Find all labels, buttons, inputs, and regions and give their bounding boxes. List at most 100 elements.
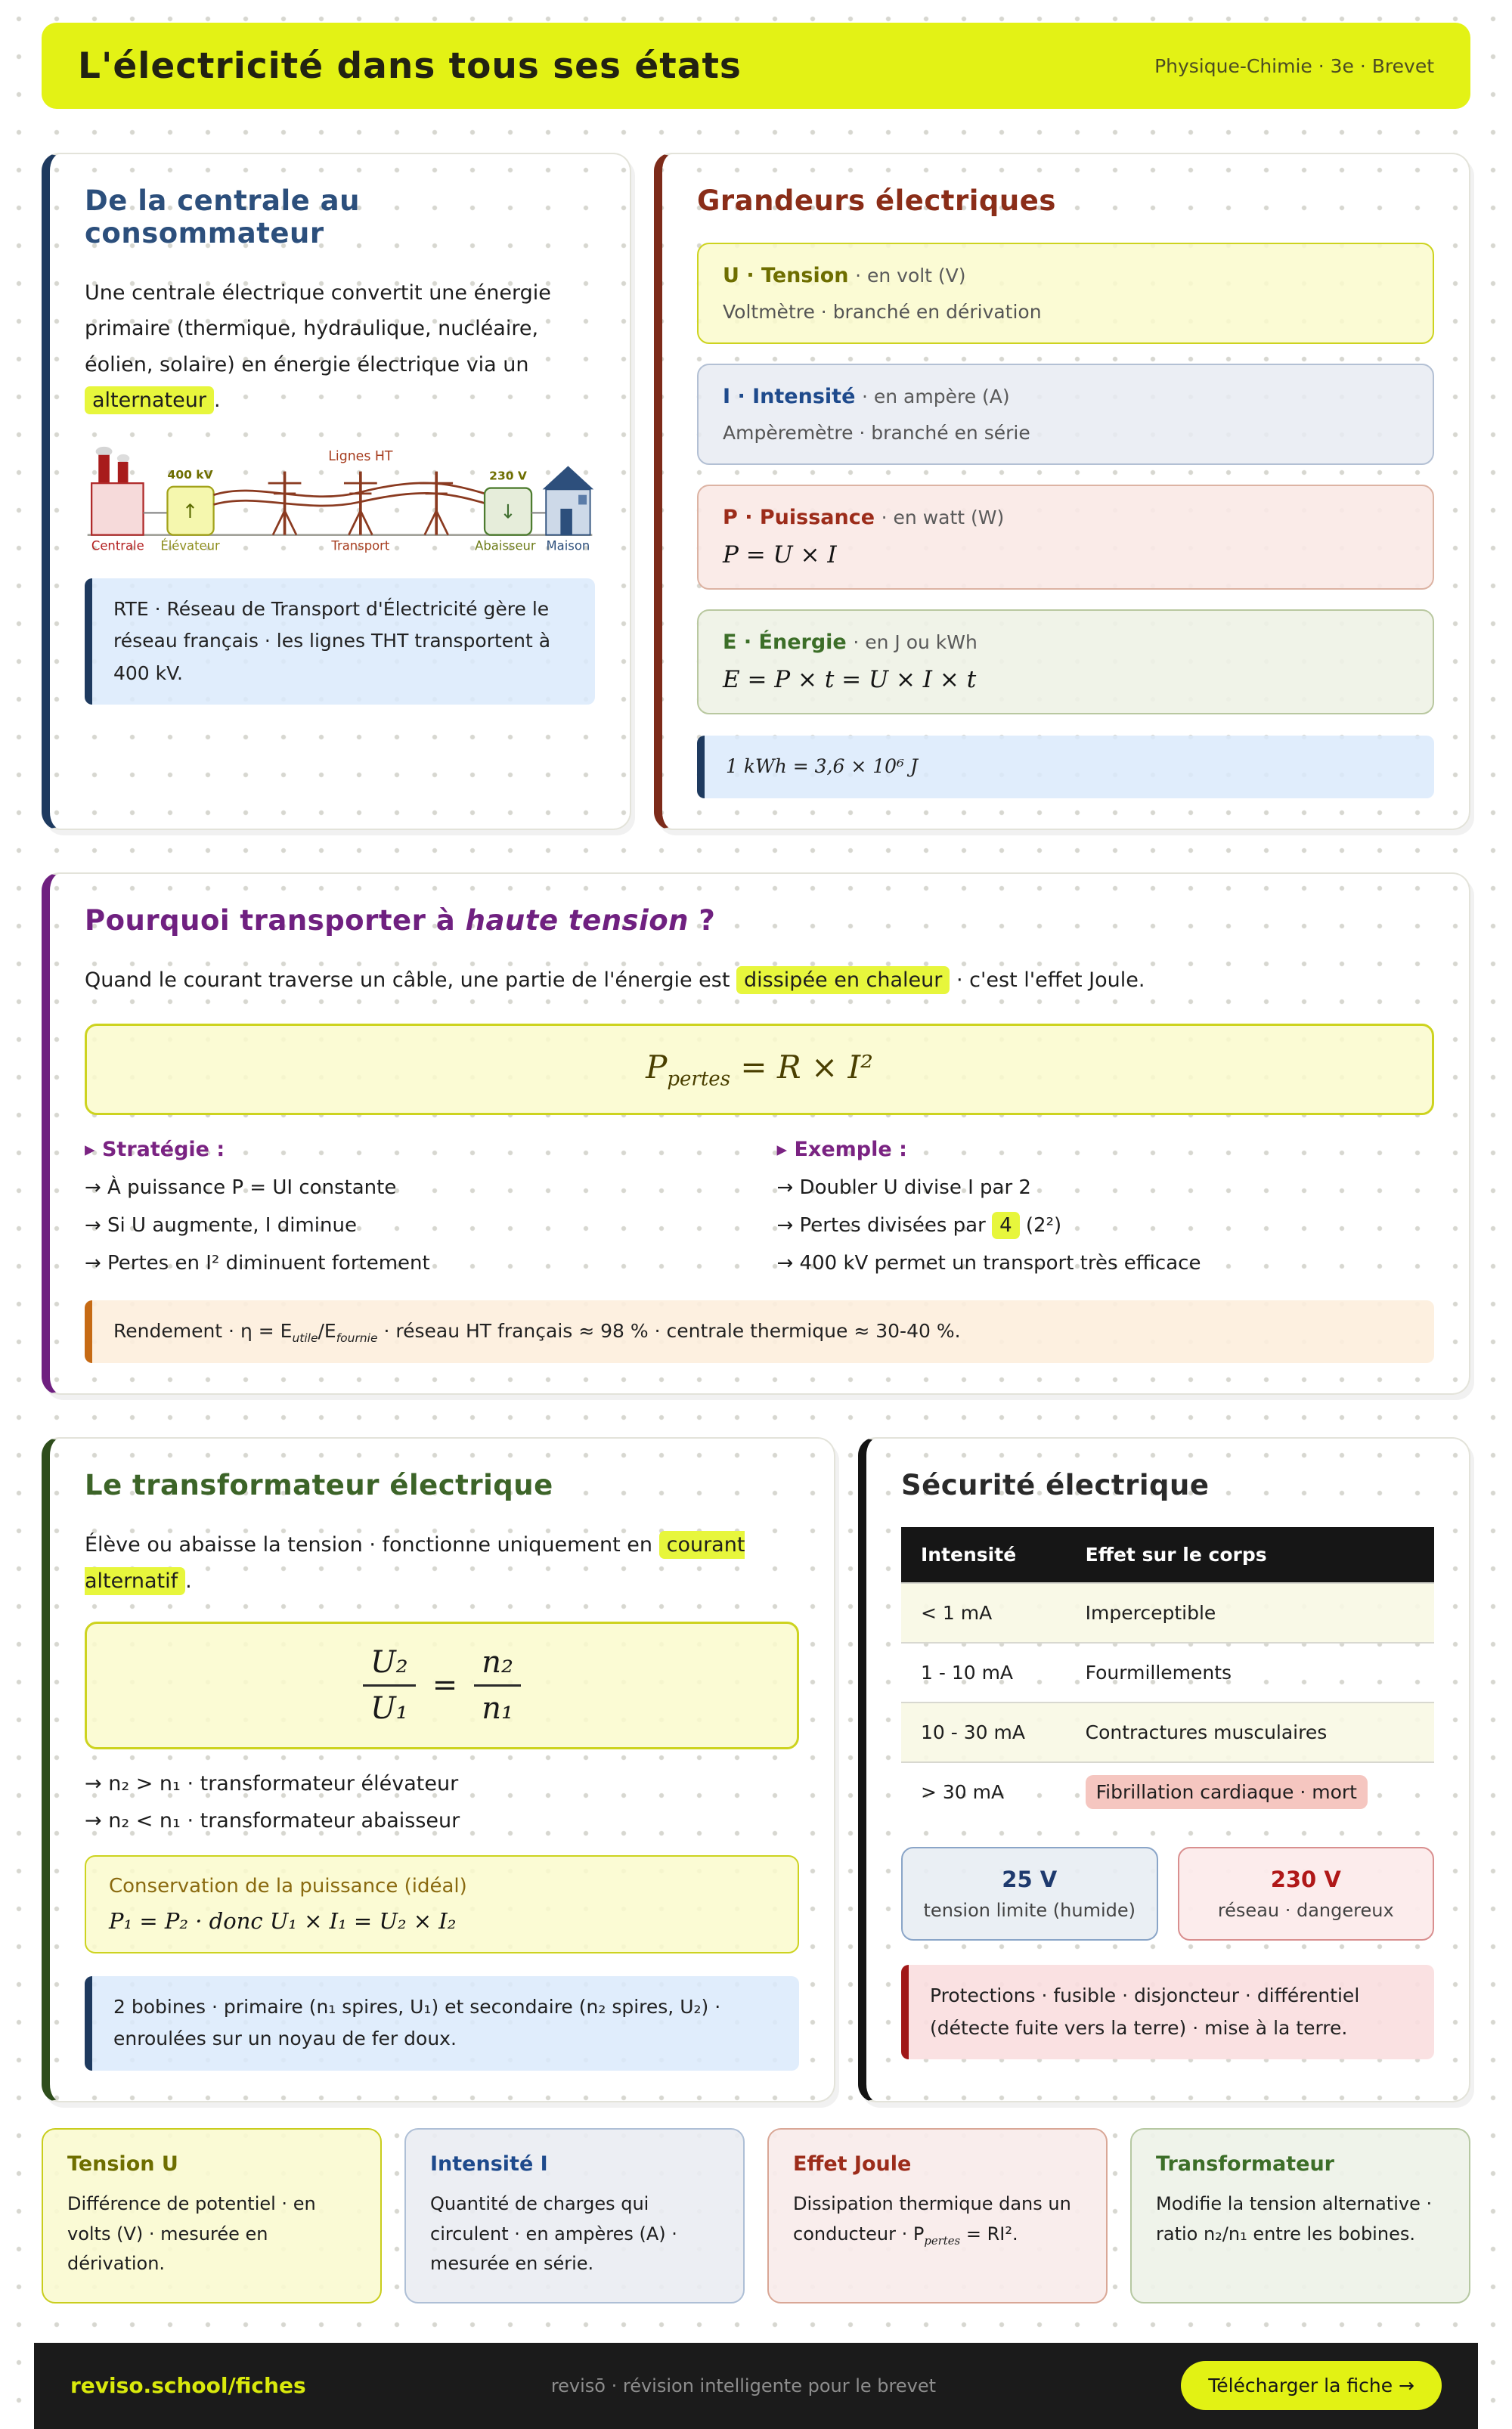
- label-maison: Maison: [547, 539, 590, 553]
- volt-danger-value: 230 V: [1270, 1867, 1341, 1893]
- card-securite: Sécurité électrique Intensité Effet sur …: [858, 1437, 1470, 2102]
- bobines-note: 2 bobines · primaire (n₁ spires, U₁) et …: [85, 1975, 799, 2071]
- strategie-label: ▸ Stratégie :: [85, 1138, 225, 1162]
- pylon-icons: [268, 471, 454, 536]
- strategie-column: ▸ Stratégie : → À puissance P = UI const…: [85, 1138, 742, 1275]
- volt-danger-box: 230 V réseau · dangereux: [1177, 1847, 1434, 1941]
- intensite-box-head: I · Intensité · en ampère (A): [723, 385, 1010, 408]
- row-top: De la centrale au consommateur Une centr…: [42, 153, 1470, 830]
- footer-bar: reviso.school/fiches revisō · révision i…: [34, 2342, 1478, 2429]
- energie-box: E · Énergie · en J ou kWh E = P × t = U …: [697, 609, 1434, 714]
- table-row: 10 - 30 mA Contractures musculaires: [901, 1702, 1434, 1763]
- intensite-box: I · Intensité · en ampère (A) Ampèremètr…: [697, 364, 1434, 465]
- power-plant-icon: [91, 446, 144, 536]
- card-haute-tension: Pourquoi transporter à haute tension ? Q…: [42, 872, 1470, 1396]
- label-lignes-ht: Lignes HT: [328, 449, 393, 464]
- rule-elevateur: → n₂ > n₁ · transformateur élévateur: [85, 1771, 459, 1795]
- label-centrale: Centrale: [91, 539, 144, 553]
- download-sheet-button[interactable]: Télécharger la fiche →: [1181, 2361, 1442, 2411]
- summary-card-transformateur: Transformateur Modifie la tension altern…: [1130, 2127, 1470, 2304]
- volt-limit-box: 25 V tension limite (humide): [901, 1847, 1158, 1941]
- table-header-row: Intensité Effet sur le corps: [901, 1527, 1434, 1584]
- summary-transformateur-text: Modifie la tension alternative · ratio n…: [1156, 2192, 1433, 2245]
- table-row: < 1 mA Imperceptible: [901, 1582, 1434, 1644]
- summary-joule-text: Dissipation thermique dans un conducteur…: [793, 2192, 1071, 2248]
- summary-tension-title: Tension U: [67, 2152, 178, 2176]
- label-transport: Transport: [330, 539, 390, 553]
- voltage-boxes: 25 V tension limite (humide) 230 V résea…: [901, 1847, 1434, 1941]
- protections-note: Protections · fusible · disjoncteur · di…: [901, 1965, 1434, 2060]
- protections-note-text: Protections · fusible · disjoncteur · di…: [930, 1984, 1360, 2039]
- intensity-effects-table: Intensité Effet sur le corps < 1 mA Impe…: [901, 1527, 1434, 1822]
- highlight-dissipee: dissipée en chaleur: [736, 965, 950, 994]
- summary-card-tension: Tension U Différence de potentiel · en v…: [42, 2127, 382, 2304]
- kwh-note: 1 kWh = 3,6 × 10⁶ J: [697, 736, 1434, 798]
- tension-box: U · Tension · en volt (V) Voltmètre · br…: [697, 243, 1434, 344]
- label-abaisseur: Abaisseur: [475, 539, 536, 553]
- centrale-intro-pre: Une centrale électrique convertit une én…: [85, 281, 551, 376]
- card-centrale: De la centrale au consommateur Une centr…: [42, 153, 631, 830]
- exemple-item: → Doubler U divise I par 2: [776, 1176, 1031, 1200]
- exemple-item: → Pertes divisées par 4 (2²): [777, 1212, 1435, 1240]
- centrale-intro-post: .: [213, 388, 221, 412]
- row-middle: Pourquoi transporter à haute tension ? Q…: [42, 872, 1470, 1396]
- cell-intensite: < 1 mA: [901, 1582, 1066, 1644]
- power-grid-diagram: ↑ 400 kV Lignes HT ↓ 230 V: [87, 446, 594, 553]
- ratio-formula: U₂ U₁ = n₂ n₁: [85, 1621, 799, 1749]
- card-grandeurs: Grandeurs électriques U · Tension · en v…: [654, 153, 1470, 830]
- haute-tension-intro: Quand le courant traverse un câble, une …: [85, 962, 1434, 998]
- centrale-intro: Une centrale électrique convertit une én…: [85, 275, 595, 418]
- rule-abaisseur: → n₂ < n₁ · transformateur abaisseur: [85, 1808, 460, 1833]
- row-bottom: Le transformateur électrique Élève ou ab…: [42, 1437, 1470, 2102]
- transformateur-intro: Élève ou abaisse la tension · fonctionne…: [85, 1527, 799, 1599]
- energie-formula: E = P × t = U × I × t: [723, 666, 977, 693]
- step-up-transformer-icon: ↑: [166, 485, 215, 536]
- tension-box-desc: Voltmètre · branché en dérivation: [723, 301, 1042, 323]
- col-header-intensite: Intensité: [901, 1527, 1066, 1584]
- exemple-label: ▸ Exemple :: [776, 1138, 907, 1162]
- header-banner: L'électricité dans tous ses états Physiq…: [42, 23, 1470, 109]
- footer-brand-link[interactable]: reviso.school/fiches: [70, 2373, 306, 2399]
- table-row: 1 - 10 mA Fourmillements: [901, 1642, 1434, 1703]
- cell-effet: Contractures musculaires: [1065, 1702, 1434, 1763]
- label-elevateur: Élévateur: [160, 539, 220, 553]
- puissance-box: P · Puissance · en watt (W) P = U × I: [697, 485, 1434, 590]
- cell-intensite: 1 - 10 mA: [901, 1642, 1066, 1703]
- grandeurs-title: Grandeurs électriques: [697, 184, 1056, 217]
- label-400kv: 400 kV: [168, 468, 213, 482]
- kwh-note-text: 1 kWh = 3,6 × 10⁶ J: [726, 755, 919, 777]
- cell-intensite: > 30 mA: [901, 1761, 1066, 1822]
- intensite-box-desc: Ampèremètre · branché en série: [723, 422, 1030, 444]
- securite-title: Sécurité électrique: [901, 1469, 1210, 1502]
- volt-limit-label: tension limite (humide): [923, 1900, 1136, 1922]
- rte-note: RTE · Réseau de Transport d'Électricité …: [85, 578, 595, 705]
- summary-intensite-text: Quantité de charges qui circulent · en a…: [430, 2192, 677, 2275]
- rendement-note: Rendement · η = Eutile/Efournie · réseau…: [85, 1300, 1434, 1364]
- tension-box-head: U · Tension · en volt (V): [723, 264, 966, 287]
- highlight-alternateur: alternateur: [85, 386, 214, 414]
- conservation-box: Conservation de la puissance (idéal) P₁ …: [85, 1854, 799, 1953]
- conservation-formula: P₁ = P₂ · donc U₁ × I₁ = U₂ × I₂: [109, 1907, 457, 1934]
- col-header-effet: Effet sur le corps: [1065, 1527, 1434, 1584]
- bobines-note-text: 2 bobines · primaire (n₁ spires, U₁) et …: [113, 1995, 721, 2050]
- centrale-title: De la centrale au consommateur: [85, 184, 360, 249]
- exemple-column: ▸ Exemple : → Doubler U divise I par 2 →…: [777, 1138, 1435, 1275]
- conservation-title: Conservation de la puissance (idéal): [109, 1874, 467, 1898]
- house-icon: [542, 466, 594, 536]
- cell-effet: Fourmillements: [1065, 1642, 1434, 1703]
- energie-box-head: E · Énergie · en J ou kWh: [723, 630, 978, 654]
- up-arrow-icon: ↑: [182, 500, 198, 523]
- step-down-transformer-icon: ↓: [483, 487, 533, 536]
- pertes-formula: Ppertes = R × I²: [85, 1023, 1434, 1116]
- highlight-quatre: 4: [992, 1212, 1020, 1240]
- rte-note-text: RTE · Réseau de Transport d'Électricité …: [113, 597, 551, 684]
- summary-card-joule: Effet Joule Dissipation thermique dans u…: [767, 2127, 1108, 2304]
- cell-effet: Imperceptible: [1065, 1582, 1434, 1644]
- summary-tension-text: Différence de potentiel · en volts (V) ·…: [67, 2192, 316, 2275]
- puissance-formula: P = U × I: [723, 541, 837, 569]
- volt-limit-value: 25 V: [1002, 1867, 1058, 1893]
- strategie-item: → Pertes en I² diminuent fortement: [85, 1252, 430, 1275]
- puissance-box-head: P · Puissance · en watt (W): [723, 506, 1005, 529]
- summary-intensite-title: Intensité I: [430, 2152, 548, 2176]
- summary-card-intensite: Intensité I Quantité de charges qui circ…: [404, 2127, 745, 2304]
